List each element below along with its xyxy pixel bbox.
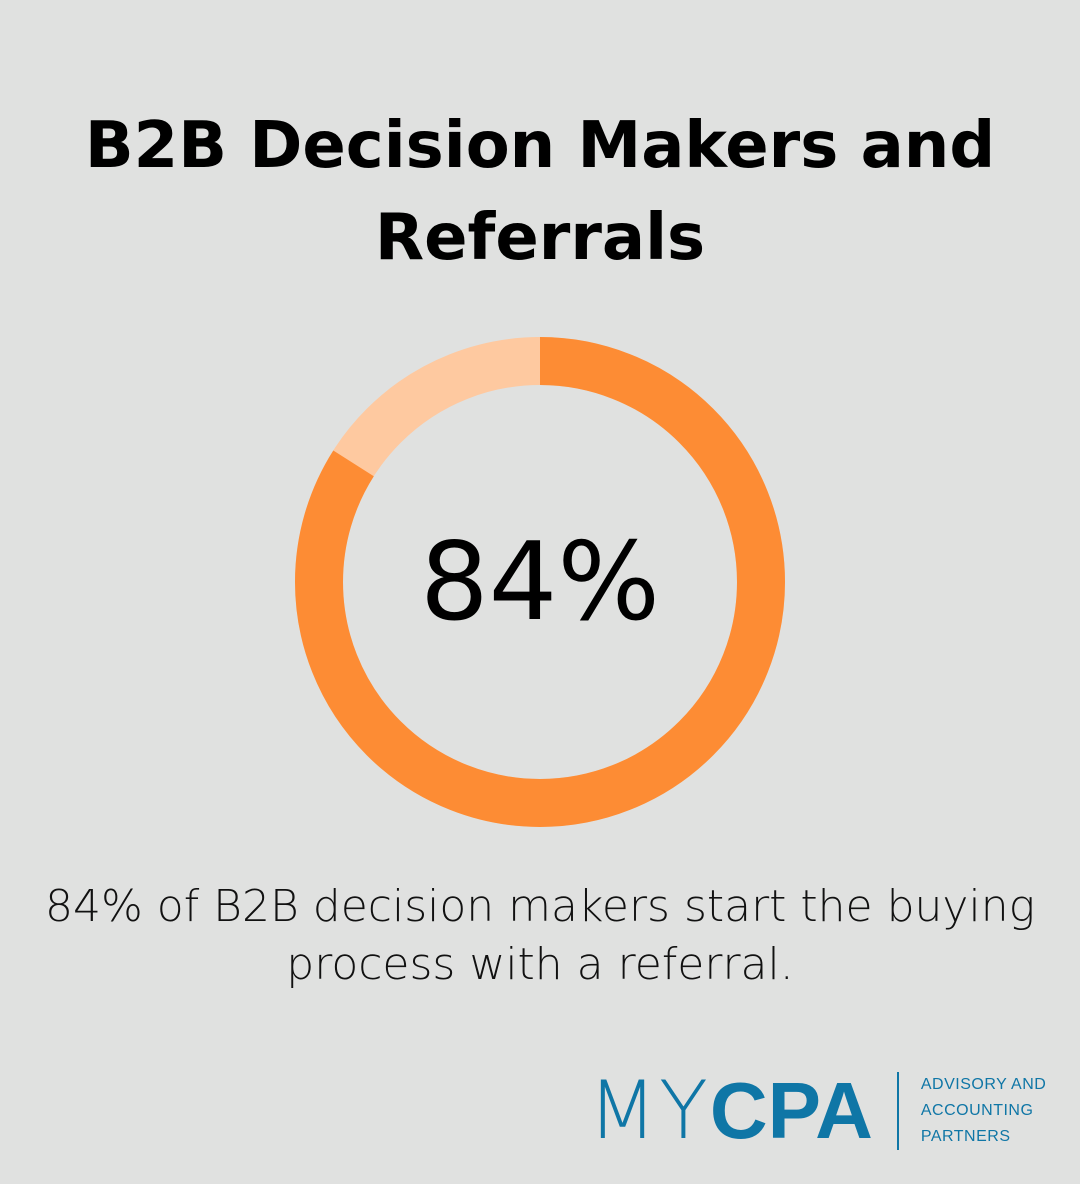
description-text: 84% of B2B decision makers start the buy…	[45, 881, 1035, 990]
mycpa-logo: MY CPA ADVISORY AND ACCOUNTING PARTNERS	[588, 1064, 1046, 1157]
tagline-line-3: PARTNERS	[920, 1127, 1011, 1145]
donut-center-value: 84%	[419, 519, 661, 645]
logo-divider	[896, 1071, 899, 1150]
logo-tagline: ADVISORY AND ACCOUNTING PARTNERS	[921, 1072, 1046, 1150]
tagline-line-1: ADVISORY AND	[920, 1075, 1047, 1093]
tagline-line-2: ACCOUNTING	[920, 1101, 1034, 1119]
donut-value-segment	[295, 337, 785, 827]
donut-chart	[295, 337, 785, 827]
page-title: B2B Decision Makers and Referrals	[84, 109, 996, 275]
logo-cpa: CPA	[709, 1065, 873, 1155]
logo-my: MY	[588, 1064, 710, 1157]
